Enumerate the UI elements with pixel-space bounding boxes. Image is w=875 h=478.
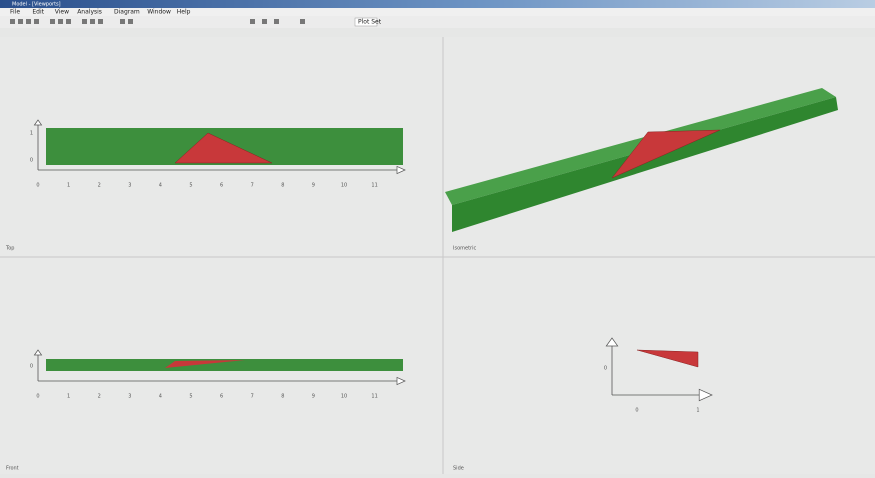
x-tick-label: 11	[371, 183, 377, 189]
y-tick-label: 0	[30, 158, 33, 164]
x-tick-label: 3	[128, 183, 131, 189]
x-tick-label: 1	[67, 394, 70, 400]
y-tick-label: 1	[30, 131, 33, 137]
menu-item[interactable]: Edit	[32, 9, 44, 16]
x-tick-label: 7	[251, 394, 254, 400]
viewport-label: Isometric	[453, 246, 476, 252]
menu-item[interactable]: View	[55, 9, 69, 16]
x-tick-label: 6	[220, 183, 223, 189]
x-tick-label: 1	[696, 408, 699, 414]
viewport-label: Front	[6, 466, 19, 472]
menu-item[interactable]: Analysis	[77, 9, 102, 16]
menu-item[interactable]: File	[10, 9, 20, 16]
x-tick-label: 9	[312, 394, 315, 400]
y-tick-label: 0	[604, 366, 607, 372]
x-tick-label: 9	[312, 183, 315, 189]
menu-item[interactable]: Help	[177, 9, 191, 16]
x-tick-label: 5	[189, 394, 192, 400]
x-tick-label: 0	[36, 183, 39, 189]
menu-item[interactable]: Window	[147, 9, 171, 16]
viewport-area	[0, 37, 875, 474]
toolbar-field-text: Plot Set	[358, 19, 382, 26]
viewport-label: Side	[453, 466, 464, 472]
x-tick-label: 0	[36, 394, 39, 400]
x-tick-label: 10	[341, 183, 347, 189]
x-tick-label: 1	[67, 183, 70, 189]
title-bar	[0, 0, 875, 8]
x-tick-label: 4	[159, 183, 162, 189]
viewport-label: Top	[5, 246, 14, 252]
x-tick-label: 11	[371, 394, 377, 400]
x-tick-label: 10	[341, 394, 347, 400]
x-tick-label: 8	[281, 183, 284, 189]
x-tick-label: 6	[220, 394, 223, 400]
x-tick-label: 2	[98, 183, 101, 189]
x-tick-label: 3	[128, 394, 131, 400]
x-tick-label: 8	[281, 394, 284, 400]
x-tick-label: 7	[251, 183, 254, 189]
x-tick-label: 0	[635, 408, 638, 414]
app-window: Model - [Viewports] Plot Set File Edit Vie…	[0, 0, 875, 474]
window-title: Model - [Viewports]	[12, 2, 61, 8]
x-tick-label: 5	[189, 183, 192, 189]
menu-item[interactable]: Diagram	[114, 9, 140, 16]
x-tick-label: 4	[159, 394, 162, 400]
x-tick-label: 2	[98, 394, 101, 400]
y-tick-label: 0	[30, 364, 33, 370]
